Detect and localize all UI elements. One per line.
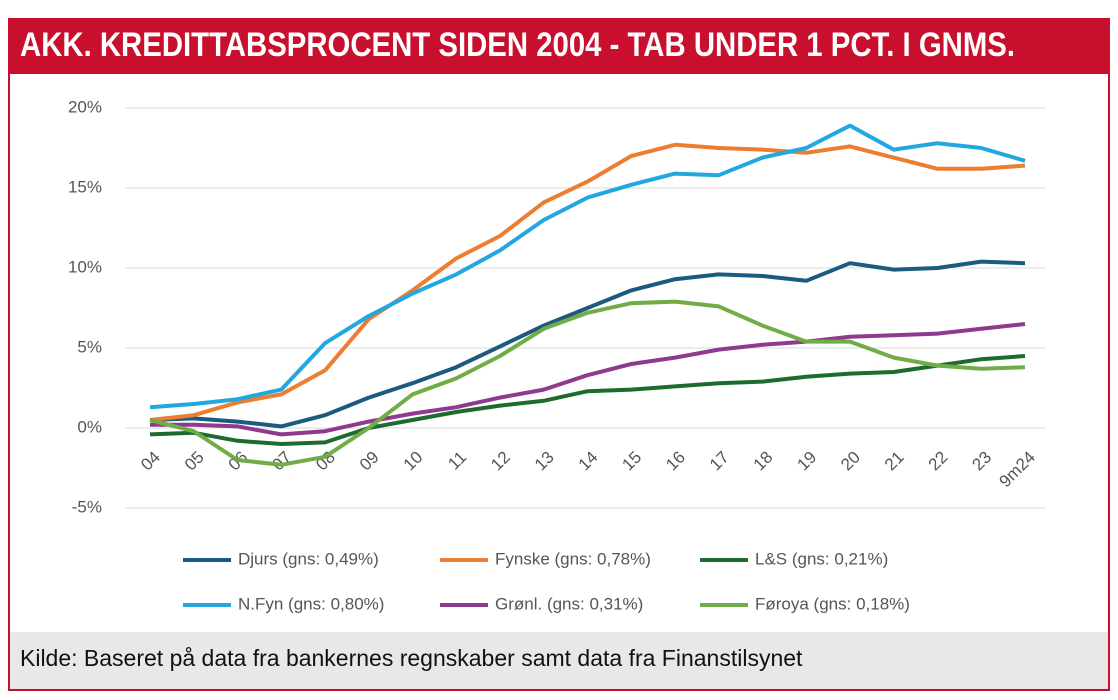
chart-title: AKK. KREDITTABSPROCENT SIDEN 2004 - TAB … xyxy=(20,26,1015,64)
y-tick-label: 0% xyxy=(77,417,102,436)
legend-label: Føroya (gns: 0,18%) xyxy=(755,594,910,613)
y-tick-label: 5% xyxy=(77,337,102,356)
series-line xyxy=(149,259,1026,429)
legend-label: Grønl. (gns: 0,31%) xyxy=(495,594,643,613)
series-line xyxy=(149,123,1026,410)
legend-label: N.Fyn (gns: 0,80%) xyxy=(238,594,384,613)
legend-label: Djurs (gns: 0,49%) xyxy=(238,549,379,568)
series-line xyxy=(149,354,1026,446)
frame xyxy=(8,19,1110,691)
series-line xyxy=(150,322,1026,437)
source: Kilde: Baseret på data fra bankernes reg… xyxy=(20,645,803,671)
legend-label: L&S (gns: 0,21%) xyxy=(755,549,888,568)
series-line xyxy=(149,142,1026,422)
title-bar xyxy=(8,18,1110,74)
footer xyxy=(10,632,1108,689)
y-tick-label: 15% xyxy=(68,177,102,196)
y-tick-label: 10% xyxy=(68,257,102,276)
y-tick-label: -5% xyxy=(72,497,102,516)
legend-label: Fynske (gns: 0,78%) xyxy=(495,549,651,568)
y-tick-label: 20% xyxy=(68,97,102,116)
series-line xyxy=(149,299,1026,467)
